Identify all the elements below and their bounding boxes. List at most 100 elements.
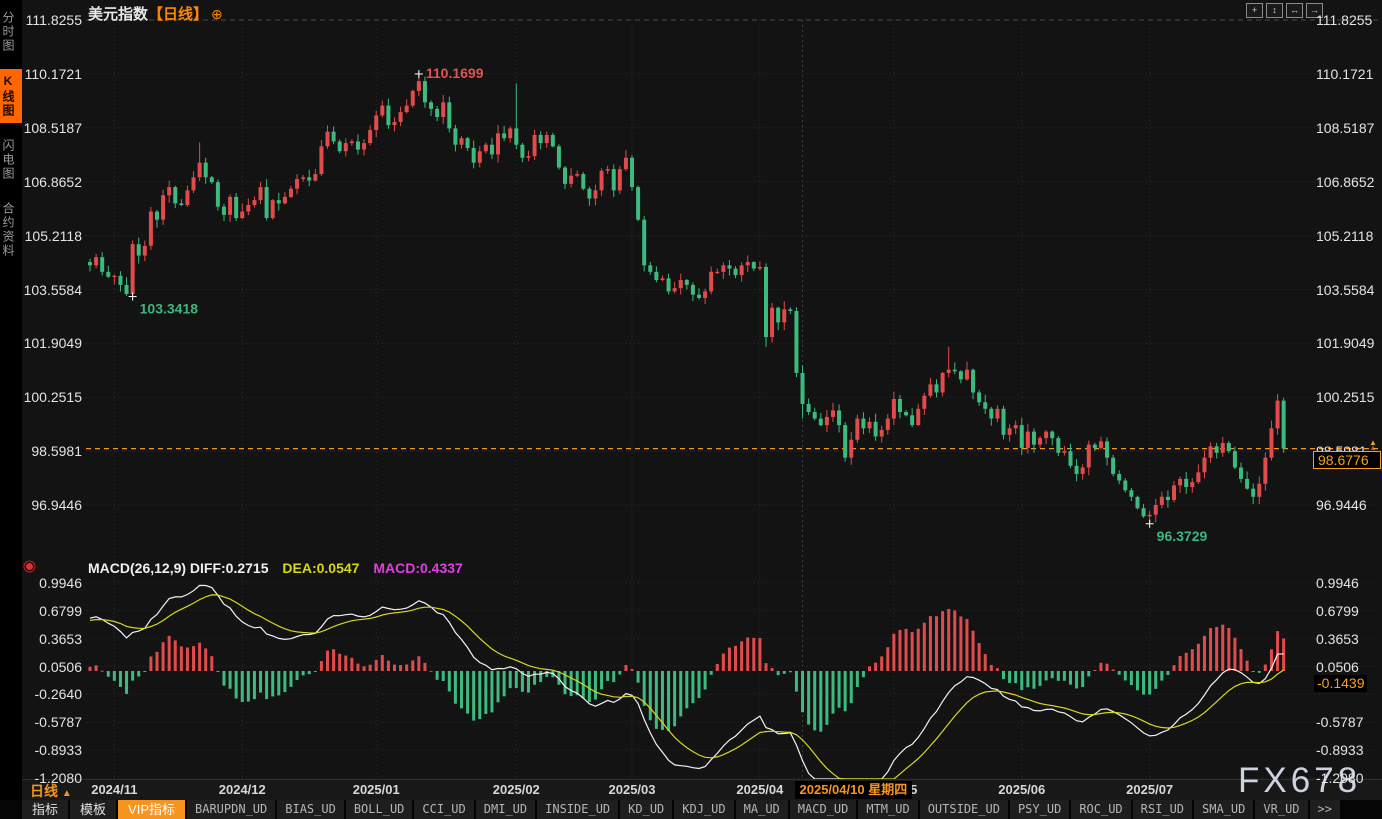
sidebar: 分时图 K线图闪电图合约资料 (0, 0, 22, 819)
macd-tick-label: -0.8933 (1316, 742, 1364, 759)
toolbar-item-dmi-ud[interactable]: DMI_UD (475, 800, 536, 819)
toolbar-item-psy-ud[interactable]: PSY_UD (1009, 800, 1070, 819)
fx678-watermark: FX678 (1238, 761, 1362, 800)
price-tick-label: 96.9446 (31, 497, 82, 514)
month-label: 2024/12 (218, 782, 266, 797)
price-tick-label: 100.2515 (23, 389, 82, 406)
price-tick-label: 103.5584 (1316, 281, 1375, 298)
toolbar-item-kdj-ud[interactable]: KDJ_UD (674, 800, 734, 819)
chart-toolbar: + ↕ ↔ → (1246, 3, 1323, 18)
instrument-name: 美元指数 (88, 6, 149, 23)
macd-tick-label: 0.3653 (39, 630, 82, 647)
current-price-badge: 98.6776 (1313, 450, 1381, 469)
price-tick-label: 98.5981 (31, 443, 82, 460)
price-tick-label: 100.2515 (1316, 389, 1375, 406)
month-label: 2025/03 (608, 782, 656, 797)
price-tick-label: 106.8652 (23, 173, 82, 190)
toolbar-item-inside-ud[interactable]: INSIDE_UD (537, 800, 619, 819)
macd-header: MACD(26,12,9) DIFF:0.2715 DEA:0.0547 MAC… (88, 560, 463, 576)
macd-tick-label: -1.2080 (34, 770, 82, 787)
toolbar-item-sma-ud[interactable]: SMA_UD (1194, 800, 1254, 819)
period-dropdown-arrow-icon: ▲ (61, 788, 72, 799)
price-annotation-high: 110.1699 (426, 65, 484, 81)
macd-tick-label: 0.0506 (1316, 658, 1359, 675)
toolbar-item-rsi-ud[interactable]: RSI_UD (1132, 800, 1193, 819)
month-label: 2025/07 (1126, 782, 1174, 797)
toolbar-item-vr-ud[interactable]: VR_UD (1255, 800, 1308, 819)
add-overlay-icon[interactable]: ⊕ (211, 6, 223, 22)
tab-contract-info[interactable]: 合约资料 (1, 202, 15, 258)
crosshair-date-tooltip: 2025/04/10 星期四 (794, 781, 913, 799)
toolbar-item-vip-indicators[interactable]: VIP指标 (118, 800, 185, 819)
toolbar-item-macd-ud[interactable]: MACD_UD (789, 800, 857, 819)
month-label: 2025/02 (492, 782, 540, 797)
macd-tick-label: -0.5787 (34, 714, 82, 731)
price-annotation-low: 103.3418 (140, 301, 199, 317)
macd-tick-label: 0.6799 (1316, 602, 1359, 619)
chart-title: 美元指数【日线】 ⊕ (88, 3, 223, 24)
date-axis-row: 日线 ▲ 2025/04/10 星期四 2024/11 2024/12 2025/0… (22, 779, 1382, 800)
macd-diff-readout: MACD(26,12,9) DIFF:0.2715 (88, 560, 269, 576)
macd-tick-label: -0.2640 (34, 686, 82, 703)
toolbar-item-boll-ud[interactable]: BOLL_UD (345, 800, 413, 819)
month-label: 2024/11 (91, 782, 138, 797)
tab-candle-chart[interactable]: K线图 (0, 69, 22, 123)
jump-latest-icon[interactable]: → (1306, 3, 1323, 18)
macd-tick-label: 0.6799 (39, 602, 82, 619)
toolbar-item-roc-ud[interactable]: ROC_UD (1071, 800, 1131, 819)
price-tick-label: 105.2118 (1316, 227, 1374, 244)
toolbar-item-kd-ud[interactable]: KD_UD (620, 800, 673, 819)
macd-tick-label: -0.5787 (1316, 714, 1364, 731)
chart-canvas[interactable]: 110.1699 103.3418 96.3729 (0, 0, 1382, 780)
macd-crosshair-badge: -0.1439 (1314, 674, 1368, 692)
fit-chart-icon[interactable]: + (1246, 3, 1263, 18)
macd-tick-label: 0.9946 (1316, 574, 1359, 591)
toolbar-item-cci-ud[interactable]: CCI_UD (414, 800, 474, 819)
tab-time-chart[interactable]: 分时图 (1, 11, 15, 53)
price-axis-right: 111.8255 110.1721 108.5187 106.8652 105.2118… (1316, 0, 1382, 786)
y-axis-scale-icon[interactable]: ↕ (1266, 3, 1283, 18)
price-tick-label: 96.9446 (1316, 497, 1367, 514)
month-label: 2025/01 (352, 782, 400, 797)
period-tag: 【日线】 (148, 6, 209, 23)
macd-tick-label: 0.9946 (39, 574, 82, 591)
price-tick-label: 105.2118 (24, 227, 82, 244)
price-marker-arrows: ▲ ▲ (1368, 437, 1378, 452)
macd-tick-label: 0.0506 (39, 658, 82, 675)
price-tick-label: 101.9049 (23, 335, 82, 352)
toolbar-item-ma-ud[interactable]: MA_UD (735, 800, 788, 819)
month-label: 2025/04 (736, 782, 784, 797)
period-selector[interactable]: 日线 ▲ (30, 781, 72, 801)
price-tick-label: 110.1721 (24, 65, 82, 82)
price-tick-label: 111.8255 (1316, 12, 1373, 28)
price-tick-label: 106.8652 (1316, 173, 1375, 190)
indicator-settings-icon[interactable] (26, 563, 33, 570)
toolbar-item-templates[interactable]: 模板 (70, 800, 117, 819)
month-label: 2025/06 (998, 782, 1046, 797)
toolbar-item-more[interactable]: >> (1309, 800, 1340, 819)
macd-tick-label: -1.2080 (1316, 770, 1364, 787)
price-tick-label: 108.5187 (23, 119, 82, 136)
macd-dea-readout: DEA:0.0547 (282, 560, 360, 576)
price-annotation-low: 96.3729 (1157, 528, 1208, 544)
price-tick-label: 103.5584 (23, 281, 82, 298)
tab-lightning-chart[interactable]: 闪电图 (1, 139, 15, 181)
toolbar-item-bias-ud[interactable]: BIAS_UD (277, 800, 344, 819)
price-tick-label: 110.1721 (1316, 65, 1374, 82)
macd-tick-label: -0.8933 (34, 742, 82, 759)
price-tick-label: 111.8255 (25, 12, 82, 28)
price-tick-label: 101.9049 (1316, 335, 1375, 352)
toolbar-item-indicators[interactable]: 指标 (22, 800, 69, 819)
toolbar-item-barupdn-ud[interactable]: BARUPDN_UD (187, 800, 276, 819)
price-marker-arrow-up2: ▲ (1369, 442, 1377, 452)
bottom-toolbar: 指标 模板 VIP指标 BARUPDN_UD BIAS_UD BOLL_UD CCI_UD D… (0, 800, 1382, 819)
period-selector-label: 日线 (30, 783, 58, 799)
price-axis-left: 111.8255 110.1721 108.5187 106.8652 105.2118… (0, 0, 82, 786)
price-marker-arrow-up: ▲ (1369, 437, 1377, 447)
toolbar-item-mtm-ud[interactable]: MTM_UD (858, 800, 918, 819)
x-axis-scale-icon[interactable]: ↔ (1286, 3, 1303, 18)
price-tick-label: 108.5187 (1316, 119, 1375, 136)
macd-bar-readout: MACD:0.4337 (373, 560, 463, 576)
toolbar-item-outside-ud[interactable]: OUTSIDE_UD (919, 800, 1008, 819)
